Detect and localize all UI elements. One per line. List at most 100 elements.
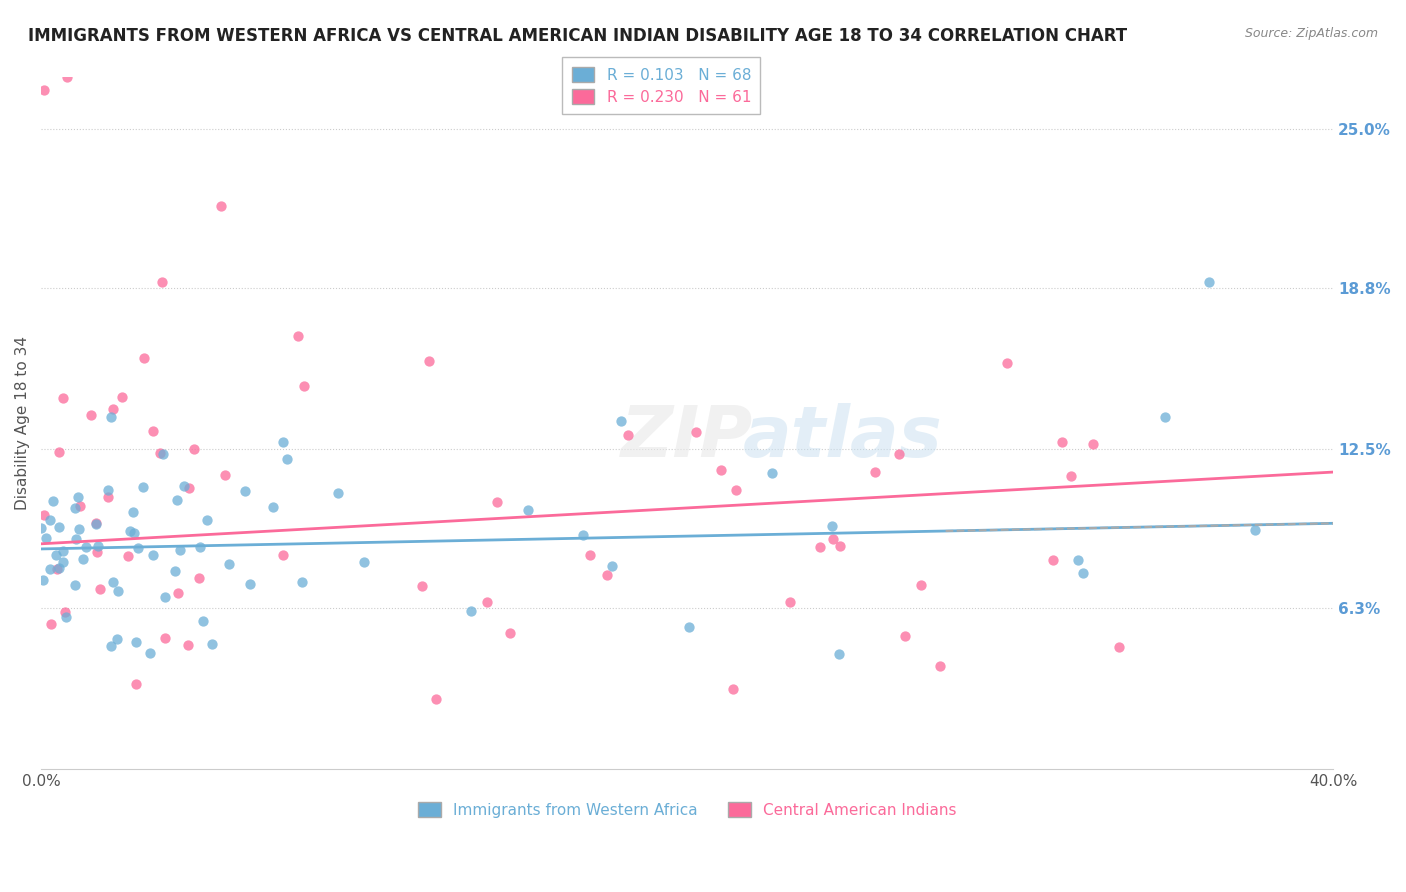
Point xyxy=(1050,434,1073,449)
Point xyxy=(828,647,851,661)
Point xyxy=(600,559,623,574)
Point xyxy=(163,564,186,578)
Point xyxy=(42,494,65,508)
Point xyxy=(725,483,748,497)
Point xyxy=(32,573,55,587)
Point xyxy=(292,378,315,392)
Point xyxy=(721,681,744,696)
Point xyxy=(153,591,176,605)
Point xyxy=(150,276,173,290)
Point xyxy=(63,577,86,591)
Point xyxy=(45,548,67,562)
Point xyxy=(48,444,70,458)
Point xyxy=(32,83,55,97)
Point xyxy=(101,575,124,590)
Point xyxy=(195,513,218,527)
Point xyxy=(48,520,70,534)
Point xyxy=(142,548,165,562)
Point xyxy=(287,329,309,343)
Point xyxy=(596,568,619,582)
Point xyxy=(63,500,86,515)
Point xyxy=(475,595,498,609)
Point xyxy=(97,490,120,504)
Point xyxy=(291,574,314,589)
Point xyxy=(125,634,148,648)
Point xyxy=(995,356,1018,370)
Point xyxy=(132,351,155,365)
Point xyxy=(1198,276,1220,290)
Point xyxy=(31,521,53,535)
Point xyxy=(188,540,211,554)
Point xyxy=(46,562,69,576)
Text: ZIP: ZIP xyxy=(621,402,754,472)
Point xyxy=(39,561,62,575)
Point xyxy=(411,579,433,593)
Point xyxy=(810,540,832,554)
Point xyxy=(152,447,174,461)
Point xyxy=(889,447,911,461)
Point xyxy=(572,528,595,542)
Point xyxy=(125,677,148,691)
Point xyxy=(69,499,91,513)
Point xyxy=(1108,640,1130,654)
Point xyxy=(239,577,262,591)
Point xyxy=(55,609,77,624)
Point xyxy=(1042,553,1064,567)
Point xyxy=(425,692,447,706)
Point xyxy=(209,198,232,212)
Point xyxy=(579,548,602,562)
Point xyxy=(101,402,124,417)
Point xyxy=(328,486,350,500)
Text: Source: ZipAtlas.com: Source: ZipAtlas.com xyxy=(1244,27,1378,40)
Point xyxy=(48,561,70,575)
Point xyxy=(39,616,62,631)
Point xyxy=(173,479,195,493)
Point xyxy=(120,524,142,539)
Point xyxy=(166,586,188,600)
Point xyxy=(761,466,783,480)
Point xyxy=(100,410,122,425)
Point xyxy=(127,541,149,555)
Point xyxy=(122,505,145,519)
Point xyxy=(100,639,122,653)
Point xyxy=(86,539,108,553)
Point xyxy=(52,544,75,558)
Point xyxy=(86,545,108,559)
Point xyxy=(485,495,508,509)
Point xyxy=(193,614,215,628)
Point xyxy=(124,525,146,540)
Point xyxy=(233,484,256,499)
Point xyxy=(52,391,75,405)
Point xyxy=(177,638,200,652)
Point xyxy=(53,605,76,619)
Point xyxy=(35,531,58,545)
Point xyxy=(928,659,950,673)
Point xyxy=(72,552,94,566)
Point xyxy=(910,578,932,592)
Point xyxy=(105,632,128,646)
Point xyxy=(1067,553,1090,567)
Point xyxy=(84,516,107,531)
Point xyxy=(418,354,440,368)
Point xyxy=(97,483,120,498)
Point xyxy=(499,625,522,640)
Point xyxy=(139,646,162,660)
Point xyxy=(214,468,236,483)
Point xyxy=(779,594,801,608)
Point xyxy=(67,490,90,504)
Point xyxy=(166,493,188,508)
Point xyxy=(67,522,90,536)
Point xyxy=(821,532,844,546)
Point xyxy=(201,637,224,651)
Point xyxy=(51,555,73,569)
Point xyxy=(149,446,172,460)
Point xyxy=(1071,566,1094,581)
Point xyxy=(75,540,97,554)
Point xyxy=(828,539,851,553)
Y-axis label: Disability Age 18 to 34: Disability Age 18 to 34 xyxy=(15,336,30,510)
Point xyxy=(153,631,176,645)
Point xyxy=(218,558,240,572)
Point xyxy=(107,584,129,599)
Point xyxy=(893,629,915,643)
Point xyxy=(271,435,294,450)
